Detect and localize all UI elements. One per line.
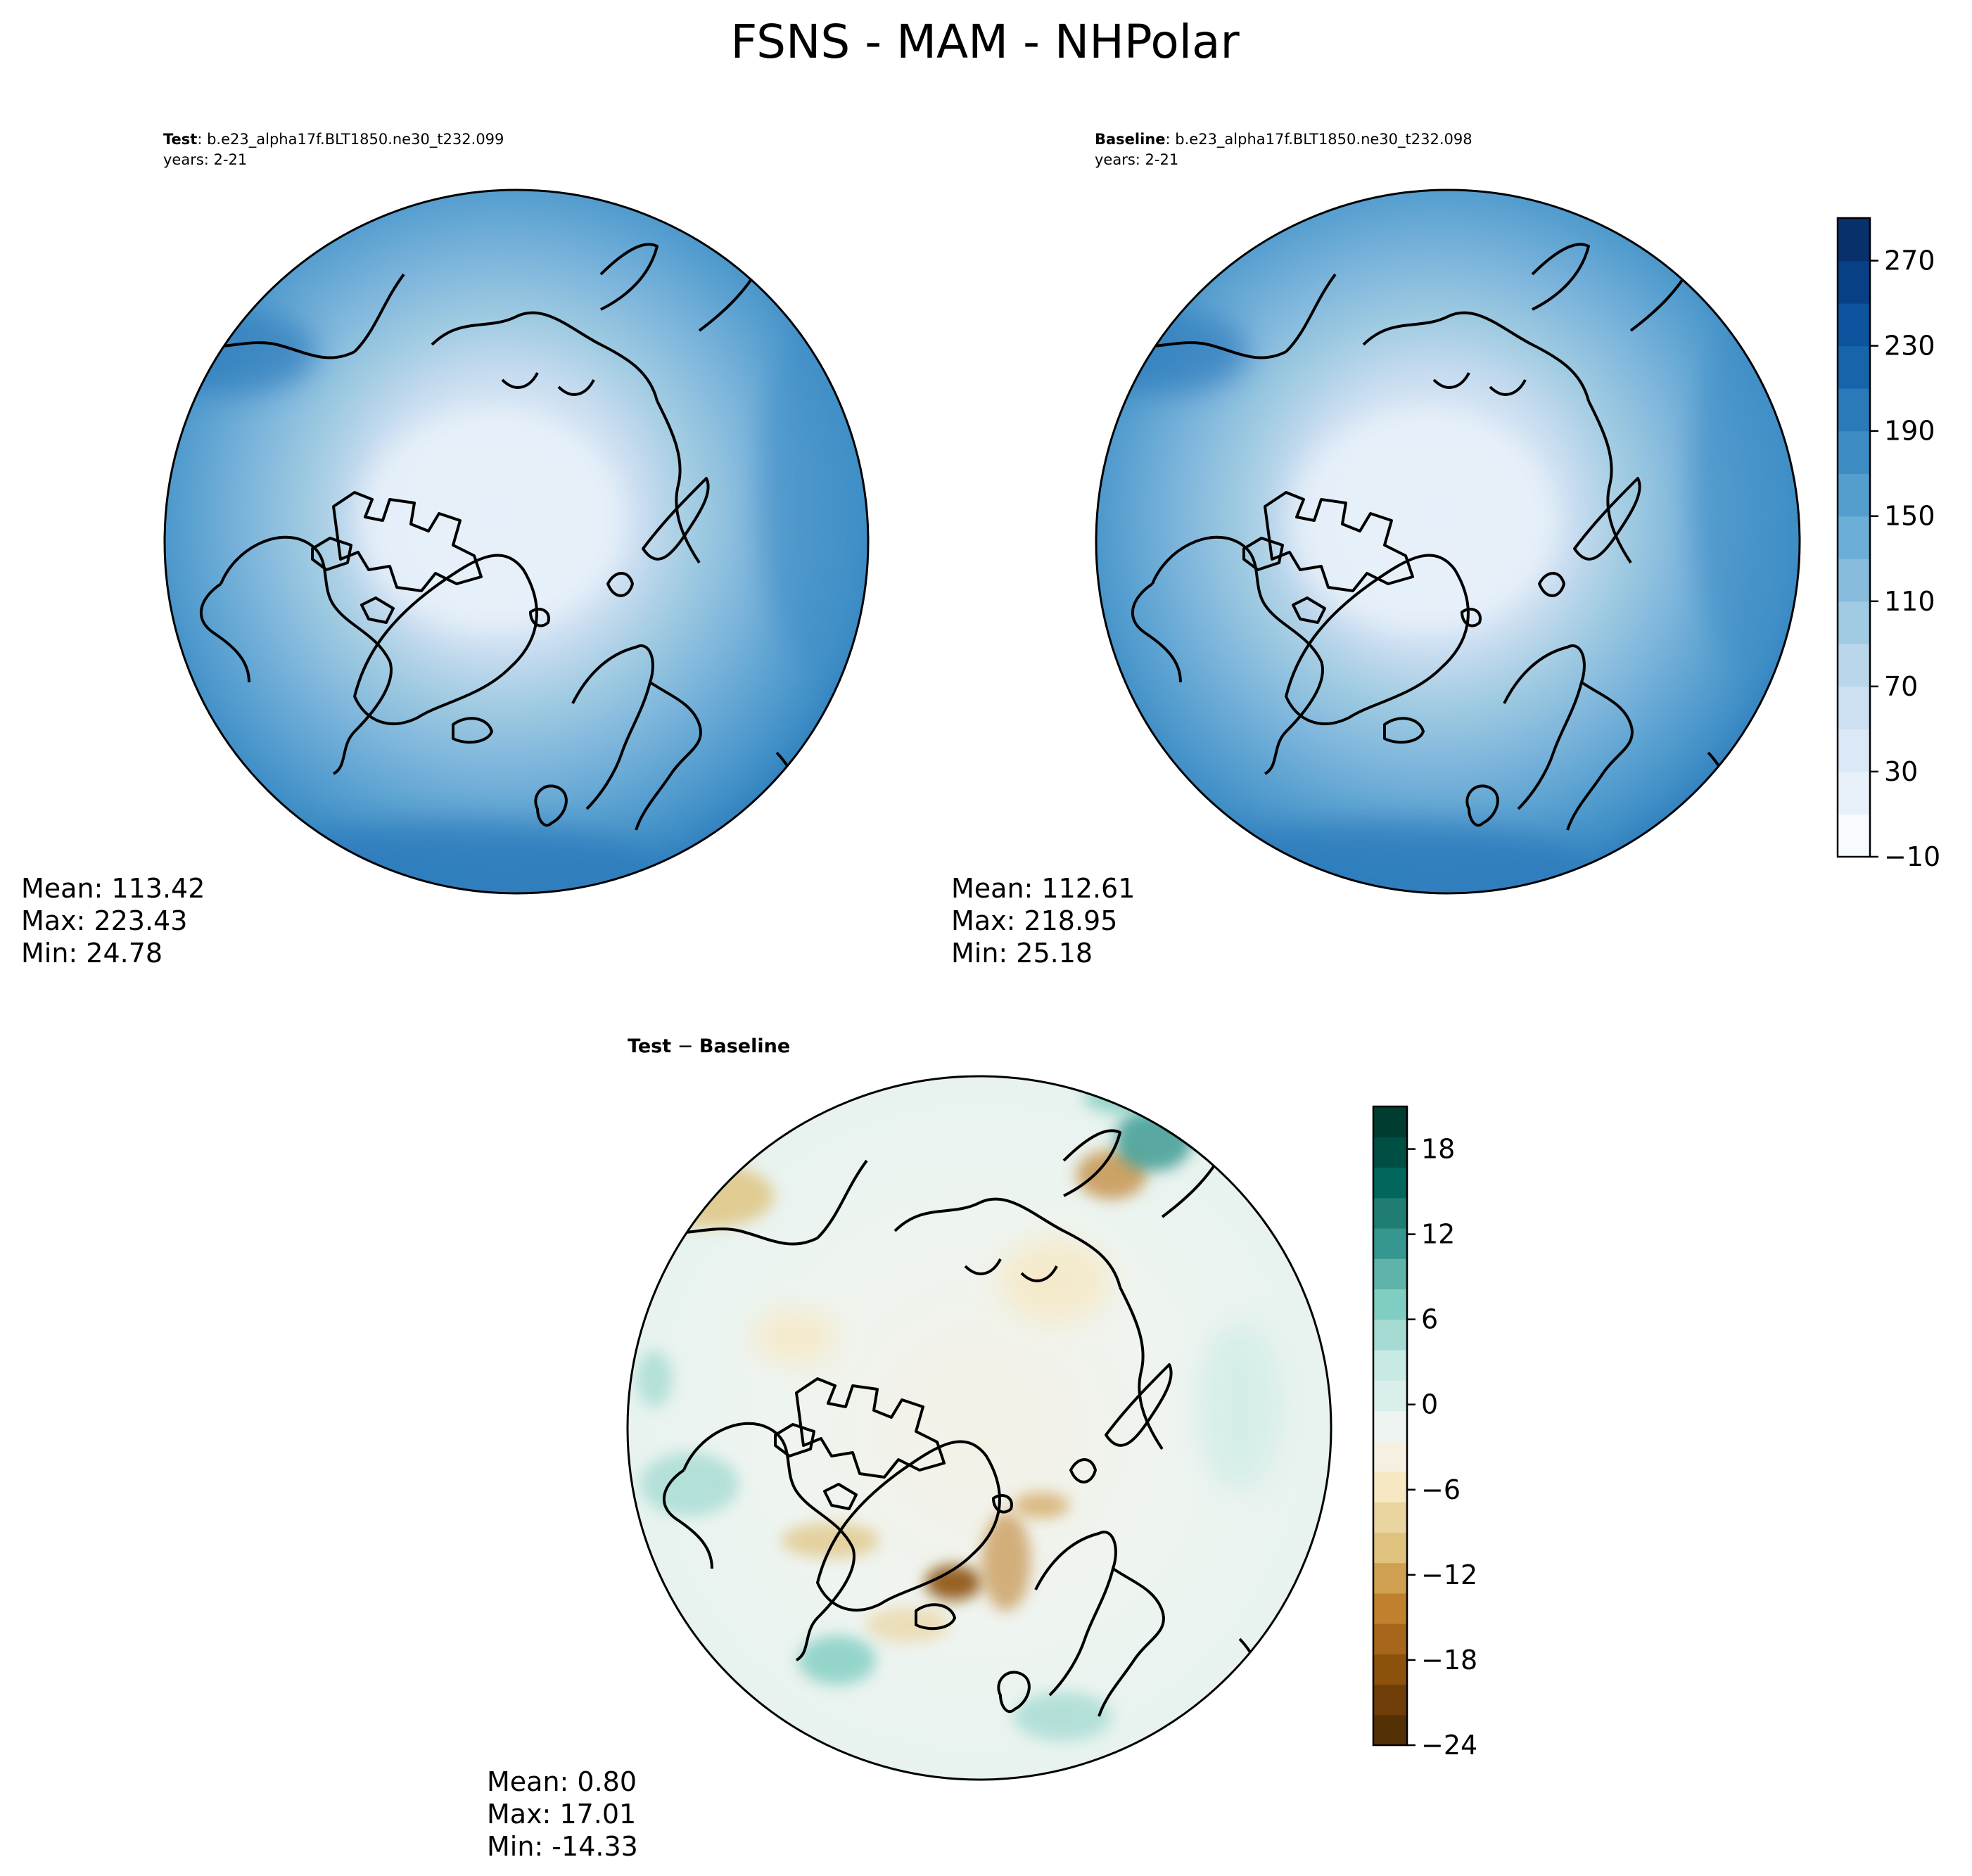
diff-colorbar-segment	[1373, 1532, 1407, 1564]
baseline-header-case: b.e23_alpha17f.BLT1850.ne30_t232.098	[1175, 131, 1472, 148]
main-colorbar-tick-label: 150	[1884, 501, 1935, 532]
main-colorbar-tick-label: 110	[1884, 586, 1935, 617]
baseline-panel-header: Baseline: b.e23_alpha17f.BLT1850.ne30_t2…	[1095, 131, 1472, 148]
diff-colorbar-segment	[1373, 1319, 1407, 1351]
diff-mean: Mean: 0.80	[487, 1766, 637, 1797]
diff-colorbar-segment	[1373, 1349, 1407, 1381]
diff-header-sep: −	[671, 1035, 699, 1057]
baseline-max: Max: 218.95	[951, 905, 1117, 936]
diff-colorbar-segment	[1373, 1593, 1407, 1624]
test-min: Min: 24.78	[21, 938, 163, 969]
diff-panel-header: Test − Baseline	[628, 1035, 790, 1057]
diff-max: Max: 17.01	[487, 1799, 636, 1830]
main-colorbar-segment	[1838, 388, 1870, 432]
main-colorbar-tick-label: 70	[1884, 671, 1918, 702]
baseline-panel-years: years: 2-21	[1095, 151, 1178, 168]
main-colorbar-frame	[1836, 217, 1871, 858]
diff-colorbar-segment	[1373, 1714, 1407, 1746]
diff-colorbar-tick-label: −12	[1421, 1559, 1477, 1590]
baseline-map	[1095, 189, 1801, 895]
diff-colorbar-segment	[1373, 1197, 1407, 1229]
diff-colorbar-segment	[1373, 1289, 1407, 1320]
test-mean: Mean: 113.42	[21, 873, 205, 904]
test-map	[163, 189, 870, 895]
diff-colorbar-segment	[1373, 1471, 1407, 1502]
main-colorbar-segment	[1838, 729, 1870, 772]
diff-panel: Test − Baseline	[487, 1035, 1332, 1862]
main-colorbar-segment	[1838, 814, 1870, 857]
test-panel-years: years: 2-21	[163, 151, 247, 168]
diff-min: Min: -14.33	[487, 1831, 638, 1862]
test-panel: Test: b.e23_alpha17f.BLT1850.ne30_t232.0…	[21, 131, 870, 969]
main-colorbar-segment	[1838, 601, 1870, 644]
diff-colorbar-segment	[1373, 1441, 1407, 1472]
diff-colorbar-segment	[1373, 1654, 1407, 1685]
diff-colorbar-segment	[1373, 1502, 1407, 1533]
main-colorbar-segment	[1838, 260, 1870, 304]
main-colorbar: −10 30 70 110 150 190 230 270	[1836, 217, 1940, 872]
main-colorbar-segment	[1838, 516, 1870, 559]
diff-colorbar-segment	[1373, 1410, 1407, 1442]
baseline-mean: Mean: 112.61	[951, 873, 1135, 904]
test-header-case: b.e23_alpha17f.BLT1850.ne30_t232.099	[207, 131, 504, 148]
diff-colorbar-tick-label: −18	[1421, 1645, 1477, 1676]
diff-colorbar-segment	[1373, 1137, 1407, 1168]
baseline-header-label: Baseline	[1095, 131, 1166, 148]
main-colorbar-tick-label: 270	[1884, 245, 1935, 276]
main-colorbar-tick-label: 230	[1884, 331, 1935, 362]
test-map-boundary	[163, 189, 870, 895]
diff-colorbar-tick-label: −6	[1421, 1474, 1461, 1505]
diff-colorbar-segment	[1373, 1167, 1407, 1199]
diff-header-test: Test	[628, 1035, 671, 1057]
baseline-panel: Baseline: b.e23_alpha17f.BLT1850.ne30_t2…	[951, 131, 1801, 969]
diff-colorbar-tick-label: 6	[1421, 1304, 1438, 1335]
test-panel-header: Test: b.e23_alpha17f.BLT1850.ne30_t232.0…	[163, 131, 504, 148]
main-colorbar-segment	[1838, 473, 1870, 517]
baseline-map-boundary	[1095, 189, 1801, 895]
diff-colorbar-tick-label: −24	[1421, 1730, 1477, 1761]
main-colorbar-segment	[1838, 644, 1870, 687]
diff-colorbar-frame	[1372, 1105, 1408, 1747]
test-max: Max: 223.43	[21, 905, 187, 936]
diff-colorbar-tick-label: 12	[1421, 1219, 1455, 1250]
main-colorbar-tick-label: −10	[1884, 841, 1940, 872]
diff-colorbar-segment	[1373, 1380, 1407, 1411]
baseline-min: Min: 25.18	[951, 938, 1093, 969]
diff-colorbar-tick-label: 18	[1421, 1134, 1455, 1165]
main-colorbar-segment	[1838, 218, 1870, 262]
main-colorbar-segment	[1838, 686, 1870, 729]
baseline-header-sep: :	[1166, 131, 1176, 148]
main-colorbar-segment	[1838, 430, 1870, 474]
diff-colorbar-segment	[1373, 1562, 1407, 1594]
diff-colorbar-segment	[1373, 1258, 1407, 1290]
diff-colorbar-segment	[1373, 1623, 1407, 1654]
main-colorbar-segment	[1838, 303, 1870, 347]
main-colorbar-tick-label: 190	[1884, 416, 1935, 447]
main-colorbar-segment	[1838, 345, 1870, 389]
diff-map	[626, 1075, 1332, 1781]
diff-header-baseline: Baseline	[699, 1035, 790, 1057]
diff-map-boundary	[626, 1075, 1332, 1781]
diff-colorbar-segment	[1373, 1106, 1407, 1137]
main-colorbar-segment	[1838, 559, 1870, 602]
diff-colorbar-segment	[1373, 1684, 1407, 1716]
main-colorbar-segment	[1838, 771, 1870, 815]
diff-colorbar: −24 −18 −12 −6 0 6 12 18	[1372, 1105, 1477, 1761]
main-colorbar-tick-label: 30	[1884, 756, 1918, 787]
test-header-label: Test	[163, 131, 197, 148]
diff-colorbar-segment	[1373, 1227, 1407, 1259]
figure-title: FSNS - MAM - NHPolar	[730, 15, 1240, 69]
diff-colorbar-tick-label: 0	[1421, 1389, 1438, 1420]
test-header-sep: :	[197, 131, 207, 148]
